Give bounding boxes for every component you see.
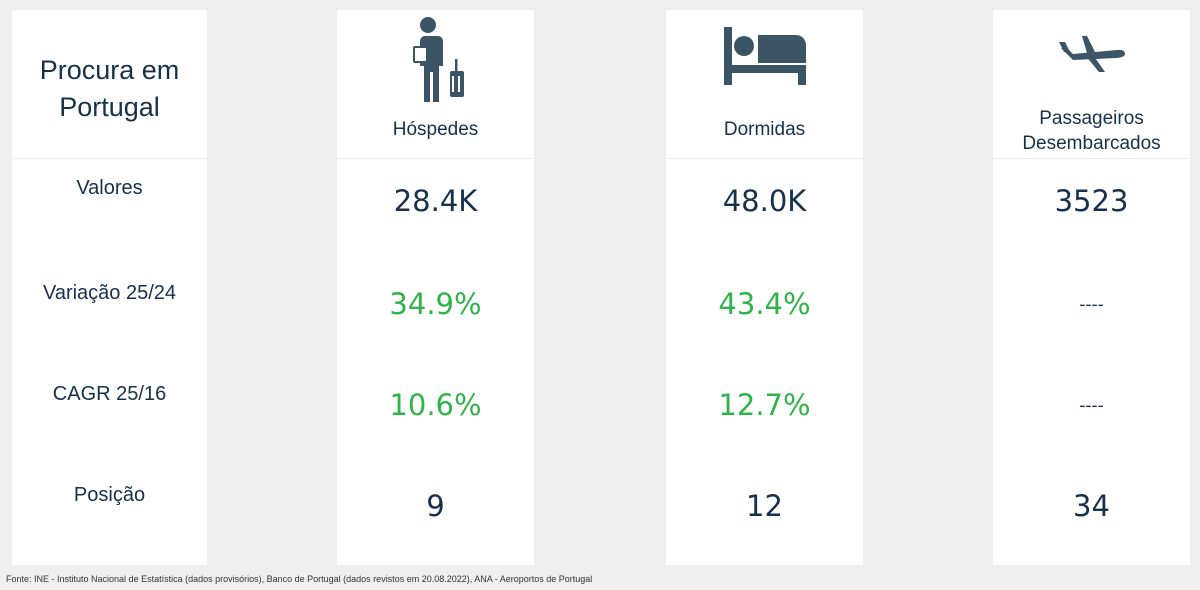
passageiros-panel: Passageiros Desembarcados 3523 ---- ----…	[993, 10, 1190, 565]
dormidas-variacao: 43.4%	[718, 287, 811, 321]
bed-icon	[666, 27, 863, 87]
hospedes-panel: Hóspedes 28.4K 34.9% 10.6% 9	[337, 10, 534, 565]
hospedes-cagr: 10.6%	[389, 388, 482, 422]
page-title: Procura em Portugal	[12, 52, 207, 126]
dormidas-header: Dormidas	[666, 10, 863, 158]
passageiros-label: Passageiros Desembarcados	[993, 106, 1190, 156]
passageiros-valor: 3523	[1054, 184, 1129, 218]
source-footnote: Fonte: INE - Instituto Nacional de Estat…	[6, 574, 593, 584]
row-label-valores: Valores	[76, 177, 143, 199]
passageiros-header: Passageiros Desembarcados	[993, 10, 1190, 158]
dormidas-panel: Dormidas 48.0K 43.4% 12.7% 12	[666, 10, 863, 565]
header-divider	[337, 158, 534, 159]
hospedes-valor: 28.4K	[393, 184, 478, 218]
page-title-text: Procura em Portugal	[39, 55, 180, 122]
header-divider	[12, 158, 207, 159]
header-divider	[993, 158, 1190, 159]
passageiros-variacao: ----	[1079, 295, 1104, 315]
passageiros-label-line2: Desembarcados	[1022, 133, 1161, 154]
hospedes-header: Hóspedes	[337, 10, 534, 158]
row-label-posicao: Posição	[73, 484, 146, 506]
title-header: Procura em Portugal	[12, 10, 207, 158]
header-divider	[666, 158, 863, 159]
hospedes-label: Hóspedes	[392, 119, 479, 140]
dormidas-label: Dormidas	[723, 119, 806, 140]
passageiros-posicao: 34	[1073, 489, 1110, 523]
airplane-icon	[993, 28, 1190, 74]
dormidas-valor: 48.0K	[722, 184, 807, 218]
row-labels-panel: Procura em Portugal Valores Variação 25/…	[12, 10, 207, 565]
traveler-icon	[337, 15, 534, 103]
dormidas-posicao: 12	[746, 489, 783, 523]
row-label-cagr: CAGR 25/16	[52, 383, 167, 405]
hospedes-variacao: 34.9%	[389, 287, 482, 321]
passageiros-label-line1: Passageiros	[1039, 108, 1144, 129]
row-label-variacao: Variação 25/24	[42, 282, 177, 304]
hospedes-posicao: 9	[426, 489, 445, 523]
passageiros-cagr: ----	[1079, 396, 1104, 416]
dormidas-cagr: 12.7%	[718, 388, 811, 422]
